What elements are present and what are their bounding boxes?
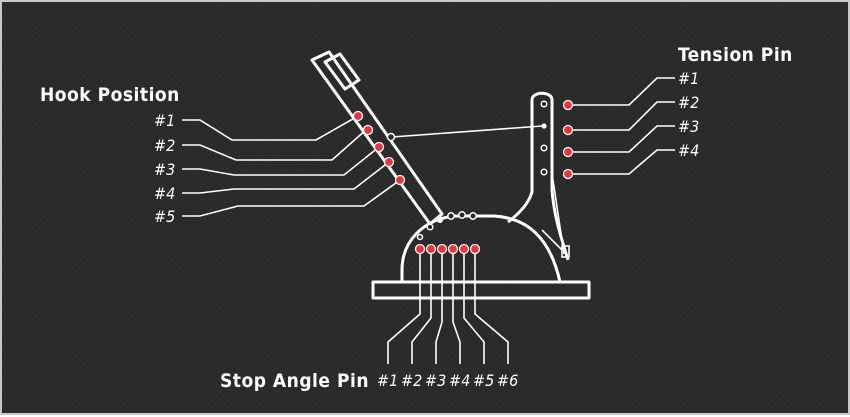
post-hole bbox=[541, 123, 547, 129]
hook-label-4: #4 bbox=[154, 184, 175, 203]
tension-pin-3 bbox=[562, 146, 574, 158]
stop-pin-1 bbox=[414, 243, 426, 255]
tension-pin-4 bbox=[562, 168, 574, 180]
dome-hole bbox=[437, 217, 443, 223]
tension-label-2: #2 bbox=[678, 93, 699, 112]
stop-leader-3 bbox=[435, 249, 443, 364]
hook-pin-5 bbox=[394, 174, 406, 186]
hook-label-2: #2 bbox=[154, 136, 175, 155]
tension-label-3: #3 bbox=[678, 117, 699, 136]
stop-leader-1 bbox=[387, 249, 421, 364]
stop-leader-5 bbox=[463, 249, 485, 364]
hook-leader-5 bbox=[182, 179, 401, 217]
post-hole bbox=[540, 100, 548, 108]
hook-arm bbox=[310, 50, 444, 226]
hook-label-5: #5 bbox=[154, 207, 175, 226]
stop-label-6: #6 bbox=[497, 371, 518, 390]
hook-pin-2 bbox=[362, 124, 374, 136]
stop-label-4: #4 bbox=[449, 371, 470, 390]
hook-position-heading: Hook Position bbox=[40, 84, 180, 106]
tension-leader-4 bbox=[568, 149, 675, 175]
stop-label-5: #5 bbox=[473, 371, 494, 390]
stop-label-1: #1 bbox=[377, 371, 398, 390]
hook-arm-tab bbox=[323, 52, 361, 91]
hook-label-1: #1 bbox=[154, 111, 175, 130]
dome-hole bbox=[416, 233, 424, 241]
hook-leader-1 bbox=[182, 115, 359, 141]
hook-leader-4 bbox=[182, 161, 390, 194]
stop-leader-6 bbox=[474, 249, 509, 364]
stop-angle-pin-heading: Stop Angle Pin bbox=[220, 370, 369, 392]
tension-post-foot bbox=[561, 245, 570, 258]
stop-leader-4 bbox=[452, 249, 461, 364]
stop-label-3: #3 bbox=[425, 371, 446, 390]
hook-pin-1 bbox=[352, 110, 364, 122]
dome-hole bbox=[447, 212, 455, 220]
tension-pin-heading: Tension Pin bbox=[678, 44, 793, 66]
tension-pin-1 bbox=[562, 99, 574, 111]
stop-pin-3 bbox=[436, 243, 448, 255]
stop-pin-6 bbox=[469, 243, 481, 255]
post-hole bbox=[540, 168, 548, 176]
stop-pin-2 bbox=[425, 243, 437, 255]
stop-leader-2 bbox=[411, 249, 432, 364]
dome-hole bbox=[426, 223, 434, 231]
tension-line bbox=[391, 125, 543, 138]
hook-leader-3 bbox=[182, 146, 380, 176]
stop-label-2: #2 bbox=[401, 371, 422, 390]
tension-leader-1 bbox=[568, 77, 675, 106]
dome-hole bbox=[469, 212, 477, 220]
tension-pin-2 bbox=[562, 124, 574, 136]
tension-post-bar bbox=[552, 179, 565, 255]
hook-leader-2 bbox=[182, 128, 368, 161]
stop-pin-5 bbox=[458, 243, 470, 255]
hook-attach-ring bbox=[386, 132, 396, 142]
dome-body bbox=[400, 214, 562, 283]
post-hole bbox=[540, 144, 548, 152]
hook-label-3: #3 bbox=[154, 160, 175, 179]
tension-label-4: #4 bbox=[678, 141, 699, 160]
dome-hole bbox=[458, 211, 466, 219]
tension-post-inner bbox=[507, 100, 534, 224]
hook-pin-4 bbox=[383, 156, 395, 168]
tension-leader-2 bbox=[568, 101, 675, 131]
stop-pin-4 bbox=[447, 243, 459, 255]
base-plate bbox=[371, 280, 591, 300]
tension-label-1: #1 bbox=[678, 69, 699, 88]
hook-pin-3 bbox=[373, 141, 385, 153]
tension-leader-3 bbox=[568, 125, 675, 153]
tension-post-link bbox=[541, 229, 563, 251]
